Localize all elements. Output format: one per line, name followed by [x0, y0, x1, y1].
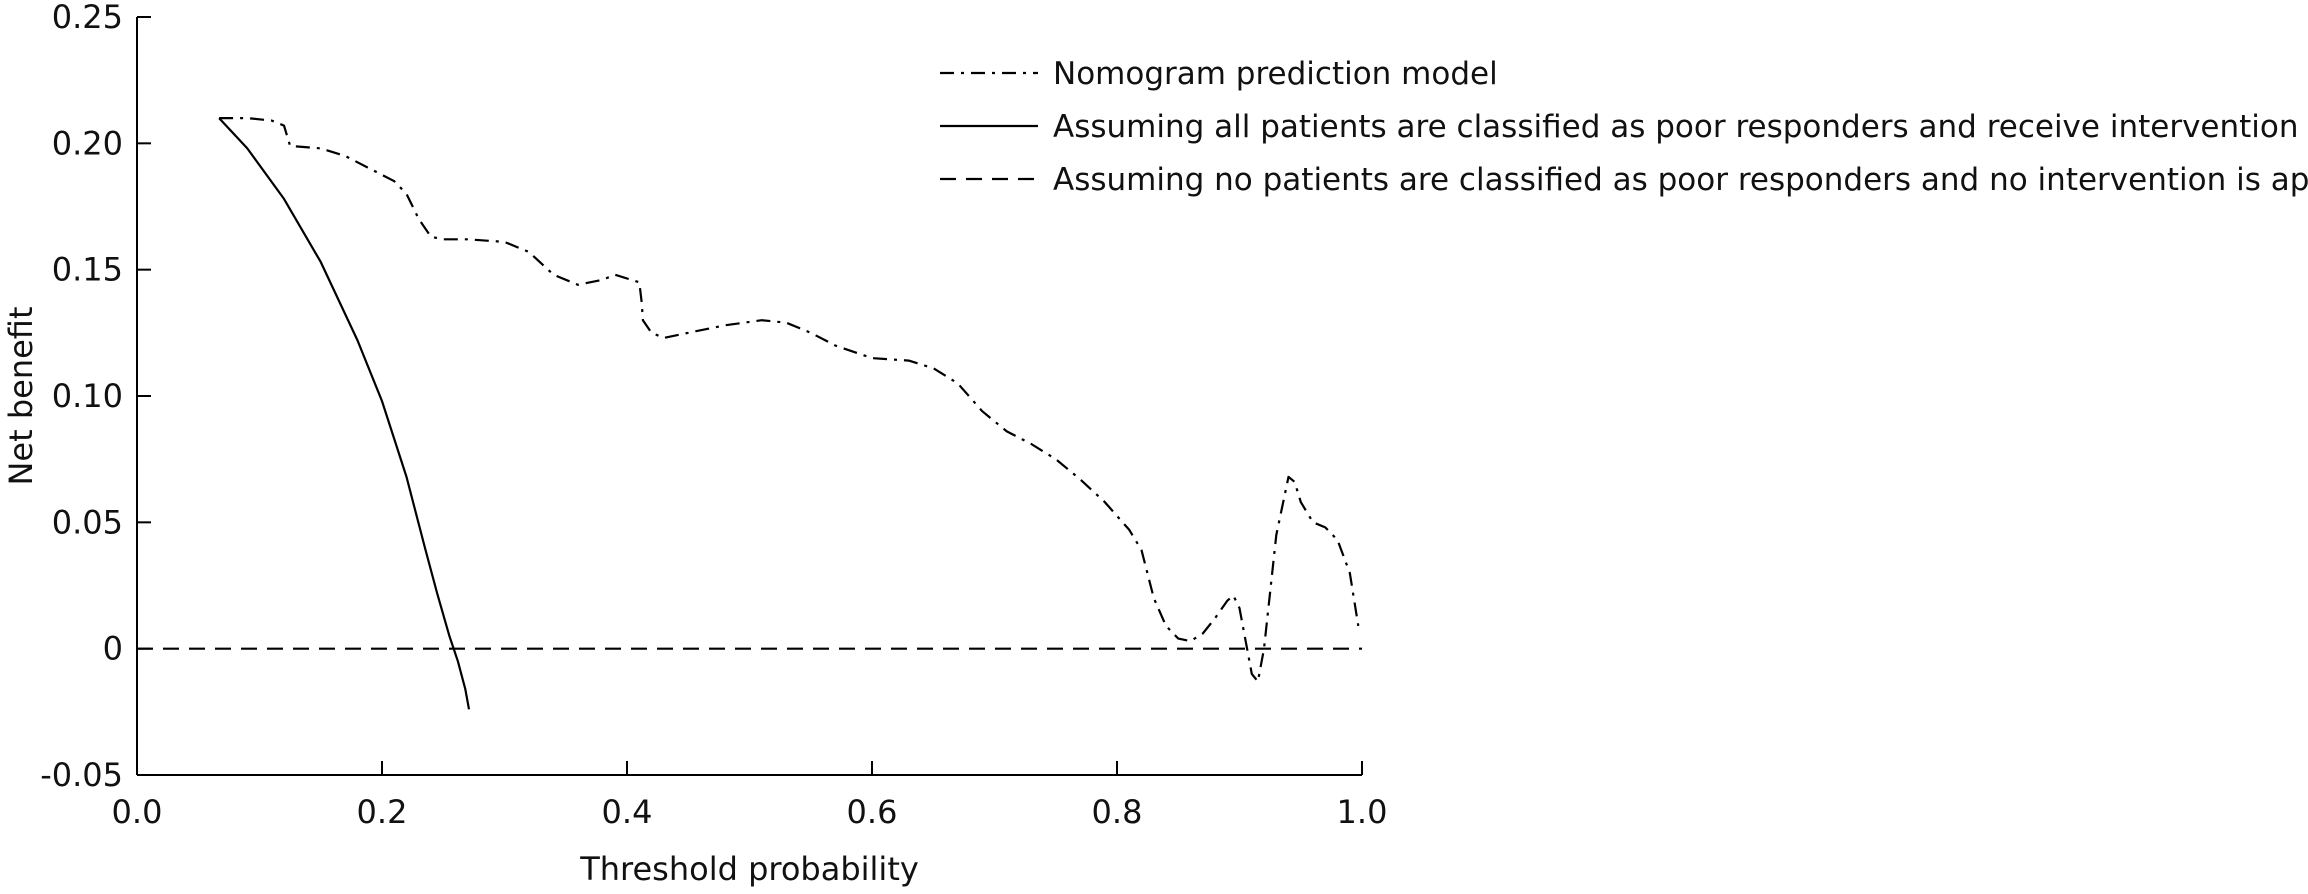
x-tick-label: 0.0: [112, 793, 163, 831]
y-tick-label: 0.25: [52, 0, 123, 36]
y-tick-label: 0: [103, 630, 123, 668]
x-tick-label: 0.4: [602, 793, 653, 831]
y-tick-label: -0.05: [40, 756, 123, 794]
y-tick-label: 0.15: [52, 251, 123, 289]
x-tick-label: 0.6: [847, 793, 898, 831]
y-tick-label: 0.10: [52, 377, 123, 415]
series-line-solid: [218, 117, 471, 710]
series-line-dashdot: [219, 116, 1360, 683]
x-tick-label: 1.0: [1337, 793, 1388, 831]
series-layer: [137, 116, 1362, 710]
y-tick-label: 0.20: [52, 124, 123, 162]
y-axis-label: Net benefit: [2, 306, 40, 485]
legend-label: Nomogram prediction model: [1053, 56, 1498, 92]
legend-label: Assuming no patients are classified as p…: [1053, 162, 2308, 198]
x-axis-ticks: 0.0 0.2 0.4 0.6 0.8 1.0: [112, 761, 1388, 831]
x-tick-label: 0.2: [357, 793, 408, 831]
y-tick-label: 0.05: [52, 503, 123, 541]
x-tick-label: 0.8: [1092, 793, 1143, 831]
x-axis-label: Threshold probability: [579, 850, 919, 888]
legend-label: Assuming all patients are classified as …: [1053, 109, 2299, 145]
legend: Nomogram prediction model Assuming all pa…: [940, 56, 2308, 198]
y-axis-ticks: 0.25 0.20 0.15 0.10 0.05 0 -0.05: [40, 0, 151, 794]
